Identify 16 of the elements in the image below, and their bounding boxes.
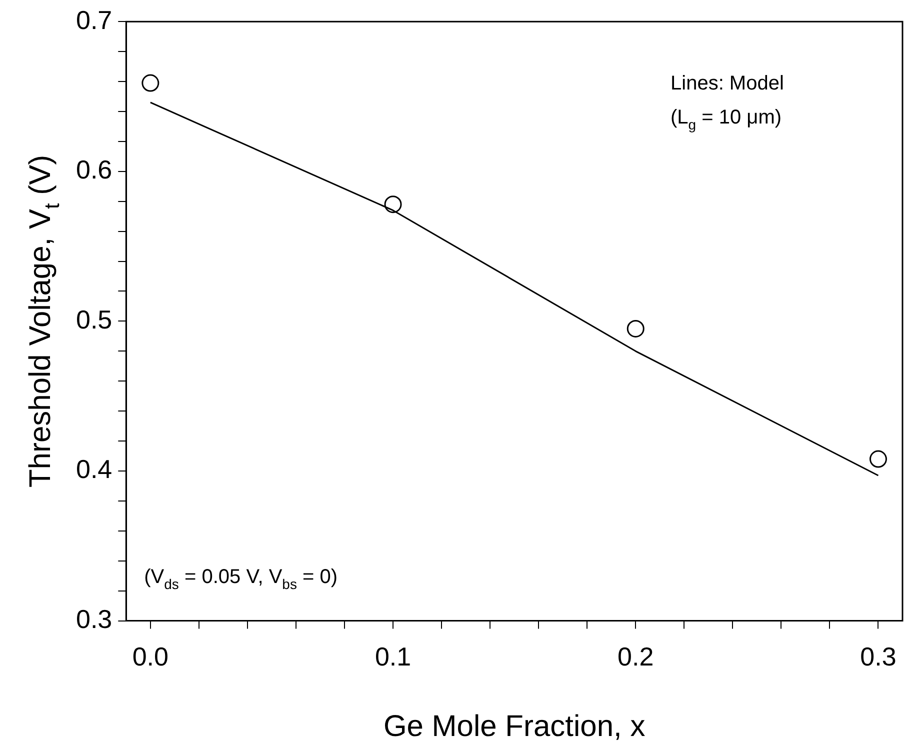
y-axis-title: Threshold Voltage, Vt (V) (24, 154, 64, 488)
y-tick-label: 0.5 (76, 304, 112, 334)
point (869, 450, 887, 468)
y-tick-label: 0.7 (76, 4, 112, 35)
x-tick-label: 0.3 (860, 642, 896, 672)
x-axis-title: Ge Mole Fraction, x (383, 710, 646, 743)
point (384, 196, 402, 214)
x-tick-label: 0.2 (618, 642, 654, 672)
y-tick-label: 0.6 (76, 154, 112, 185)
y-tick-label: 0.4 (76, 454, 112, 484)
annotation: Lines: Model (670, 72, 784, 95)
x-tick-label: 0.1 (374, 642, 412, 672)
x-tick-label: 0.0 (132, 642, 168, 672)
point (626, 320, 644, 338)
point (142, 74, 160, 92)
y-tick-label: 0.3 (76, 604, 112, 634)
